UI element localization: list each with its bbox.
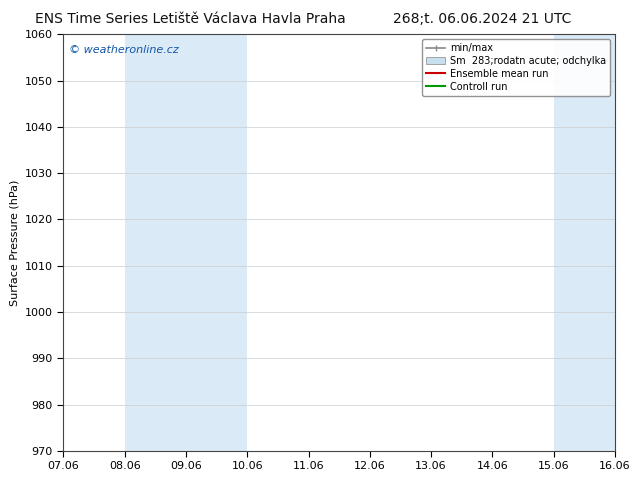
Bar — [553, 34, 634, 451]
Text: ENS Time Series Letiště Václava Havla Praha: ENS Time Series Letiště Václava Havla Pr… — [35, 12, 346, 26]
Y-axis label: Surface Pressure (hPa): Surface Pressure (hPa) — [10, 179, 19, 306]
Text: © weatheronline.cz: © weatheronline.cz — [69, 45, 179, 55]
Text: 268;t. 06.06.2024 21 UTC: 268;t. 06.06.2024 21 UTC — [392, 12, 571, 26]
Bar — [125, 34, 247, 451]
Legend: min/max, Sm  283;rodatn acute; odchylka, Ensemble mean run, Controll run: min/max, Sm 283;rodatn acute; odchylka, … — [422, 39, 610, 96]
